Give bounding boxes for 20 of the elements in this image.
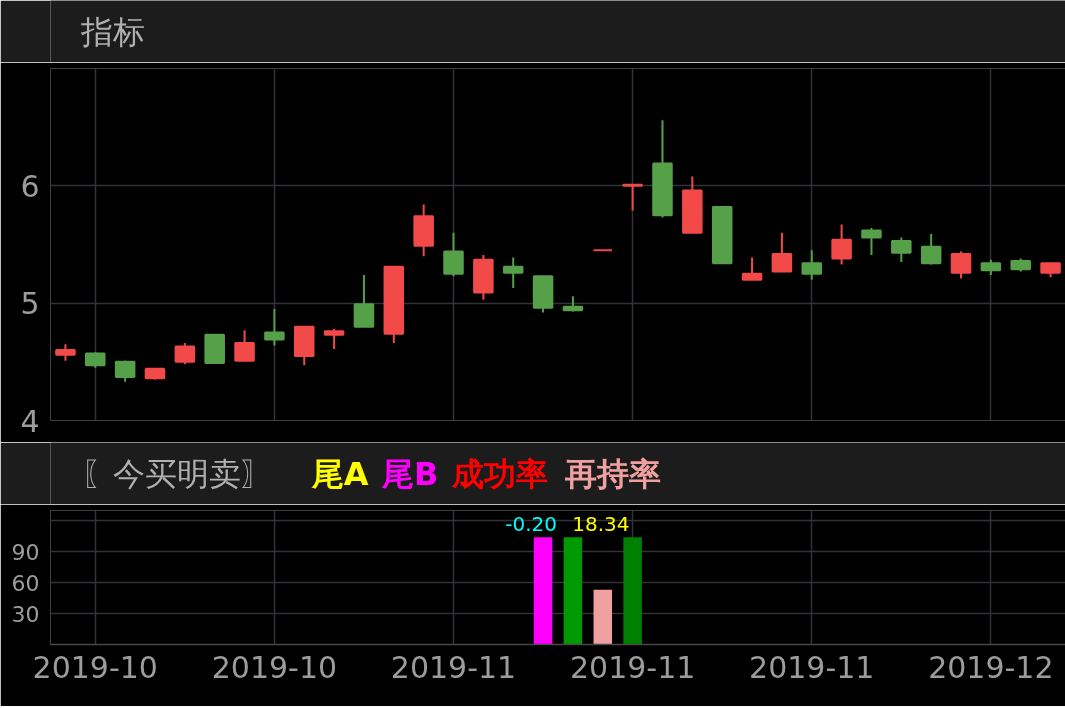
y-tick-label: 4: [20, 403, 40, 439]
x-tick-label: 2019-10: [211, 649, 338, 685]
legend-label: 尾A: [310, 454, 369, 493]
y-tick-label: 30: [11, 601, 40, 627]
legend-label: 成功率: [451, 454, 549, 493]
x-tick-label: 2019-11: [749, 649, 875, 685]
x-tick-label: 2019-11: [569, 649, 696, 685]
x-tick-label: 2019-12: [928, 649, 1054, 685]
y-tick-label: 90: [11, 539, 40, 565]
y-tick-label: 6: [20, 168, 40, 204]
annotation: 18.34: [572, 511, 630, 536]
chart-title: 〖今买明卖〗: [81, 454, 273, 493]
x-tick-label: 2019-10: [32, 649, 158, 685]
text: 再持率: [563, 454, 661, 493]
y-tick-label: 60: [11, 570, 40, 596]
text: 尾B: [381, 454, 439, 493]
x-tick-label: 2019-11: [390, 649, 517, 685]
y-tick-label: 5: [20, 286, 40, 322]
annotation: -0.20: [505, 511, 557, 536]
chart-title: 指标: [80, 12, 145, 51]
